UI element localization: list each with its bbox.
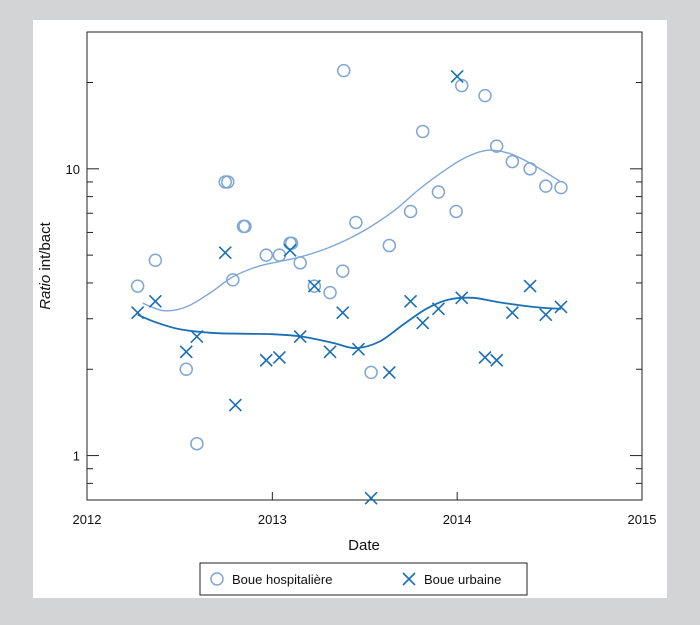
x-tick-label: 2013 [258, 512, 287, 527]
data-point-boue-urbaine [382, 365, 396, 379]
data-point-boue-hospitaliere [364, 365, 378, 380]
x-tick-label: 2014 [443, 512, 472, 527]
data-point-boue-urbaine [478, 350, 492, 364]
x-axis-label: Date [348, 537, 380, 554]
data-point-boue-urbaine [523, 279, 537, 293]
data-point-boue-urbaine [218, 246, 232, 260]
data-point-boue-urbaine [190, 330, 204, 344]
data-point-boue-urbaine [539, 308, 553, 322]
data-point-boue-urbaine [179, 345, 193, 359]
x-tick-label: 2015 [628, 512, 657, 527]
data-point-boue-hospitaliere [221, 175, 235, 189]
data-point-boue-hospitaliere [179, 362, 194, 377]
data-point-boue-hospitaliere [148, 253, 163, 267]
data-point-boue-hospitaliere [539, 179, 553, 193]
x-tick-label: 2012 [73, 512, 102, 527]
data-point-boue-urbaine [323, 345, 337, 359]
data-point-boue-hospitaliere [415, 124, 430, 139]
y-axis-label-rest: int/bact [37, 221, 54, 274]
data-point-boue-urbaine [431, 302, 445, 316]
data-point-boue-urbaine [131, 306, 145, 320]
data-point-boue-urbaine [351, 342, 365, 356]
data-point-boue-urbaine [259, 353, 273, 367]
data-point-boue-hospitaliere [478, 88, 492, 103]
data-point-boue-urbaine [490, 353, 504, 367]
data-point-boue-hospitaliere [431, 185, 446, 199]
y-axis-label-italic: Ratio [37, 275, 54, 310]
data-point-boue-hospitaliere [307, 279, 322, 293]
axes [86, 31, 643, 501]
data-point-boue-hospitaliere [323, 285, 337, 300]
trend-line-boue-hospitaliere [142, 149, 562, 312]
data-point-boue-hospitaliere [259, 248, 274, 262]
data-point-boue-hospitaliere [505, 154, 520, 169]
data-point-boue-urbaine [455, 291, 469, 305]
data-point-boue-hospitaliere [454, 78, 469, 93]
data-point-boue-hospitaliere [272, 248, 287, 262]
data-point-boue-hospitaliere [335, 264, 350, 278]
trend-lines [137, 149, 562, 350]
data-point-boue-hospitaliere [403, 204, 418, 219]
data-point-boue-urbaine [416, 316, 430, 330]
y-tick-label: 1 [73, 449, 80, 464]
y-axis-label: Ratio int/bact [37, 221, 54, 309]
trend-line-boue-urbaine [137, 296, 562, 350]
data-point-boue-hospitaliere [382, 238, 397, 253]
figure-panel [33, 20, 667, 598]
data-point-boue-urbaine [404, 294, 418, 308]
data-point-boue-hospitaliere [489, 139, 504, 153]
data-point-boue-urbaine [505, 306, 519, 320]
plot-frame [86, 31, 643, 501]
data-point-boue-urbaine [307, 279, 321, 293]
data-point-boue-hospitaliere [190, 436, 204, 451]
data-point-boue-hospitaliere [336, 63, 351, 78]
data-point-boue-hospitaliere [226, 273, 240, 287]
data-point-boue-hospitaliere [349, 215, 363, 230]
data-point-boue-hospitaliere [554, 180, 568, 195]
data-point-boue-urbaine [228, 398, 242, 412]
data-point-boue-urbaine [364, 491, 378, 505]
data-point-boue-urbaine [293, 330, 307, 344]
legend: Boue hospitalière Boue urbaine [199, 562, 528, 596]
legend-box [199, 562, 528, 596]
ticks: 2012 2013 2014 2015 1 10 [66, 31, 657, 527]
legend-marker-cross [402, 572, 416, 586]
legend-label-boue-urbaine: Boue urbaine [424, 572, 501, 587]
y-tick-label: 10 [66, 162, 80, 177]
data-point-boue-hospitaliere [130, 279, 145, 293]
legend-label-boue-hospitaliere: Boue hospitalière [232, 572, 332, 587]
data-point-boue-hospitaliere [293, 256, 307, 270]
data-points [130, 63, 568, 505]
data-point-boue-urbaine [283, 243, 297, 257]
data-point-boue-urbaine [336, 306, 350, 320]
data-point-boue-hospitaliere [238, 219, 252, 234]
data-point-boue-hospitaliere [523, 162, 537, 176]
legend-marker-circle [210, 572, 224, 586]
data-point-boue-hospitaliere [449, 204, 463, 219]
data-point-boue-urbaine [554, 300, 568, 314]
data-point-boue-urbaine [272, 350, 286, 364]
data-point-boue-urbaine [450, 69, 464, 83]
data-point-boue-urbaine [148, 294, 162, 308]
